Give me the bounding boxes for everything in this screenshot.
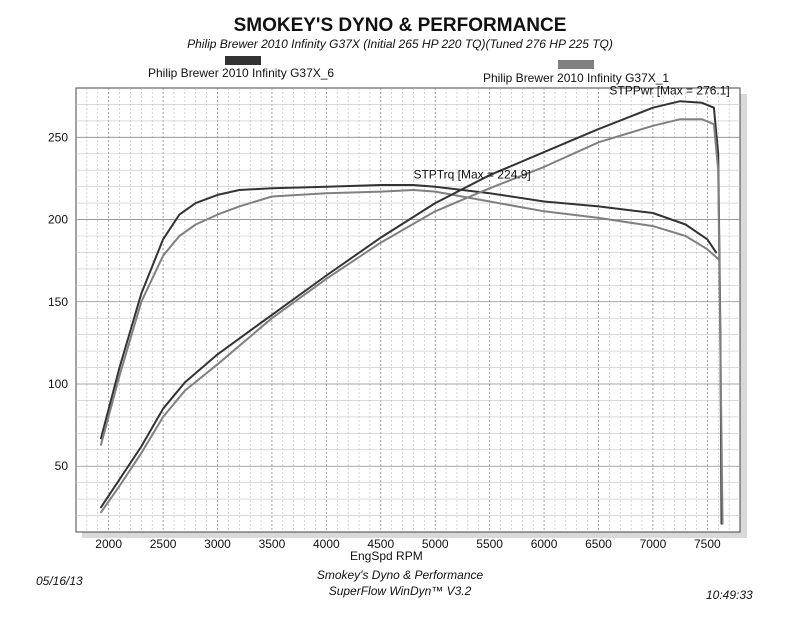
x-tick-label: 7500 [694,537,721,551]
x-tick-label: 6000 [531,537,558,551]
y-tick-label: 50 [55,459,69,473]
x-tick-label: 5500 [476,537,503,551]
x-tick-label: 2500 [150,537,177,551]
x-tick-label: 3000 [204,537,231,551]
x-axis-label: EngSpd RPM [350,549,423,563]
x-tick-label: 4500 [367,537,394,551]
grid-lines [76,88,740,532]
y-tick-label: 250 [48,130,68,144]
legend-swatch-run-6 [225,56,261,65]
x-tick-label: 7000 [640,537,667,551]
x-tick-label: 6500 [585,537,612,551]
legend-label-run-1: Philip Brewer 2010 Infinity G37X_1 [483,71,670,85]
series-line-stptrq [100,189,720,446]
x-tick-label: 2000 [95,537,122,551]
chart-title: SMOKEY'S DYNO & PERFORMANCE [233,15,567,36]
y-tick-label: 150 [48,295,68,309]
footer-time: 10:49:33 [706,588,753,602]
chart-annotation: STPPwr [Max = 276.1] [609,84,729,98]
footer-software: SuperFlow WinDyn™ V3.2 [328,584,472,598]
series-line-stptrq [100,184,718,440]
plot-area [75,87,741,533]
footer-date: 05/16/13 [36,574,83,588]
legend-swatch-run-1 [558,60,594,69]
y-tick-label: 100 [48,377,68,391]
series-line-stppwr [100,100,723,525]
chart-annotation: STPTrq [Max = 224.9] [413,167,530,181]
x-tick-label: 3500 [259,537,286,551]
footer-company: Smokey's Dyno & Performance [316,568,484,582]
x-tick-label: 4000 [313,537,340,551]
y-tick-label: 200 [48,213,68,227]
annotations: STPPwr [Max = 276.1] STPTrq [Max = 224.9] [413,84,729,182]
series-lines [100,100,724,525]
series-line-stppwr [100,118,724,525]
chart-subtitle: Philip Brewer 2010 Infinity G37X (Initia… [187,37,613,51]
legend-label-run-6: Philip Brewer 2010 Infinity G37X_6 [148,66,335,80]
x-tick-label: 5000 [422,537,449,551]
tick-labels: 2000 2500 3000 3500 4000 4500 5000 5500 6000 6500… [48,130,721,551]
